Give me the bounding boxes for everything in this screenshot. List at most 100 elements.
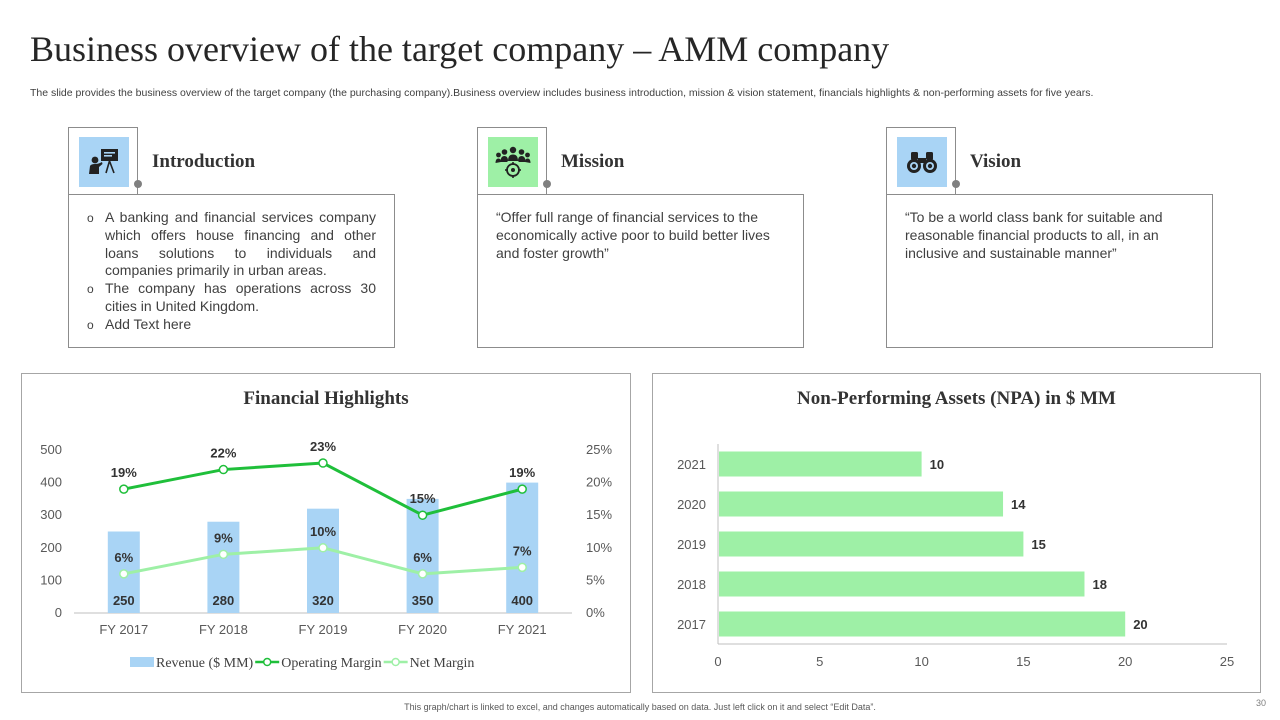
- y-tick-label: 200: [40, 540, 62, 555]
- y-tick-label: 2019: [677, 537, 706, 552]
- net-margin-label: 6%: [114, 550, 133, 565]
- y-tick-label: 2017: [677, 617, 706, 632]
- operating-margin-point: [417, 510, 428, 520]
- legend-label-operating-margin: Operating Margin: [281, 656, 381, 671]
- operating-margin-point: [318, 458, 328, 468]
- npa-bar: [719, 531, 1024, 557]
- y2-tick-label: 0%: [586, 605, 605, 620]
- team-target-icon: [488, 137, 538, 187]
- net-margin-point: [517, 562, 527, 573]
- net-margin-label: 9%: [214, 530, 233, 545]
- y-tick-label: 400: [40, 475, 62, 490]
- legend-swatch-revenue-mm: [130, 657, 154, 667]
- y-tick-label: 2018: [677, 577, 706, 592]
- net-margin-point: [417, 569, 428, 579]
- revenue-label: 400: [511, 593, 533, 608]
- net-margin-label: 7%: [513, 543, 532, 558]
- operating-margin-label: 15%: [410, 491, 436, 506]
- financial-highlights-panel: Financial Highlights 0 100 200 300 400 500 0% 5…: [21, 373, 631, 693]
- revenue-bar: [307, 508, 339, 613]
- operating-margin-point: [218, 464, 229, 475]
- operating-margin-line: [123, 461, 523, 517]
- npa-bar: [719, 571, 1085, 597]
- operating-margin-label: 19%: [111, 465, 137, 480]
- operating-margin-point: [517, 484, 527, 494]
- operating-margin-label: 23%: [310, 439, 336, 454]
- npa-bar: [719, 611, 1126, 637]
- vision-card: Vision “To be a world class bank for sui…: [886, 127, 1216, 349]
- y-tick-label: 500: [40, 442, 62, 457]
- revenue-label: 350: [412, 593, 434, 608]
- npa-panel: Non-Performing Assets (NPA) in $ MM 0 5 10…: [652, 373, 1261, 693]
- net-margin-point: [119, 569, 129, 579]
- operating-margin-label: 22%: [210, 446, 236, 461]
- x-tick-label: 25: [1220, 654, 1234, 669]
- introduction-heading: Introduction: [152, 151, 256, 172]
- npa-chart: 0 5 10 15 20 25 2021 10 2020 14 2019 15 2018 18 2017 20: [677, 444, 1234, 669]
- vision-heading: Vision: [970, 151, 1022, 172]
- footer-note: This graph/chart is linked to excel, and…: [404, 702, 876, 712]
- revenue-label: 280: [213, 593, 235, 608]
- x-tick-label: 15: [1016, 654, 1030, 669]
- financial-highlights-chart: 0 100 200 300 400 500 0% 5% 10% 15% 20% 25% FY 2017 F…: [40, 439, 612, 671]
- binoculars-icon: [897, 137, 947, 187]
- legend-label-revenue-mm: Revenue ($ MM): [156, 656, 254, 671]
- introduction-bullet: A banking and financial services company…: [87, 209, 376, 280]
- npa-value-label: 18: [1092, 577, 1106, 592]
- npa-value-label: 20: [1133, 617, 1147, 632]
- x-tick-label: 0: [714, 654, 721, 669]
- npa-bar: [719, 491, 1004, 517]
- y-tick-label: 100: [40, 572, 62, 587]
- x-tick-label: FY 2019: [299, 622, 348, 637]
- revenue-label: 250: [113, 593, 135, 608]
- revenue-bar: [506, 482, 539, 613]
- mission-heading: Mission: [561, 151, 625, 172]
- legend-marker-operating-margin: [262, 657, 272, 667]
- introduction-body: A banking and financial services company…: [68, 194, 395, 348]
- revenue-bar: [207, 521, 240, 613]
- introduction-bullet: The company has operations across 30 cit…: [87, 280, 376, 316]
- x-tick-label: 5: [816, 654, 823, 669]
- introduction-bullet: Add Text here: [87, 316, 376, 335]
- connector-dot: [134, 180, 142, 188]
- net-margin-point: [318, 543, 328, 553]
- y-tick-label: 0: [55, 605, 62, 620]
- y2-tick-label: 25%: [586, 442, 612, 457]
- x-tick-label: FY 2021: [498, 622, 547, 637]
- npa-bar: [719, 451, 922, 477]
- y-tick-label: 2020: [677, 497, 706, 512]
- x-tick-label: FY 2020: [398, 622, 447, 637]
- y2-tick-label: 15%: [586, 507, 612, 522]
- connector-dot: [543, 180, 551, 188]
- npa-value-label: 15: [1031, 537, 1045, 552]
- y-tick-label: 300: [40, 507, 62, 522]
- net-margin-label: 6%: [413, 550, 432, 565]
- mission-card: Mission “Offer full range of financial s…: [477, 127, 807, 349]
- operating-margin-point: [119, 484, 129, 494]
- npa-value-label: 14: [1011, 497, 1026, 512]
- mission-body: “Offer full range of financial services …: [477, 194, 804, 348]
- x-tick-label: 20: [1118, 654, 1132, 669]
- presentation-icon: [79, 137, 129, 187]
- page-subtitle: The slide provides the business overview…: [30, 87, 1094, 99]
- npa-value-label: 10: [930, 457, 944, 472]
- npa-title: Non-Performing Assets (NPA) in $ MM: [797, 388, 1116, 409]
- page-number: 30: [1255, 698, 1266, 708]
- y-tick-label: 2021: [677, 457, 706, 472]
- x-tick-label: FY 2017: [99, 622, 148, 637]
- legend-marker-net-margin: [391, 657, 400, 667]
- x-tick-label: FY 2018: [199, 622, 248, 637]
- introduction-card: Introduction A banking and financial ser…: [68, 127, 398, 349]
- y2-tick-label: 10%: [586, 540, 612, 555]
- revenue-label: 320: [312, 593, 334, 608]
- net-margin-point: [218, 549, 229, 560]
- y2-tick-label: 5%: [586, 572, 605, 587]
- x-tick-label: 10: [914, 654, 928, 669]
- legend-label-net-margin: Net Margin: [410, 656, 475, 671]
- y2-tick-label: 20%: [586, 475, 612, 490]
- vision-body: “To be a world class bank for suitable a…: [886, 194, 1213, 348]
- net-margin-label: 10%: [310, 524, 336, 539]
- connector-dot: [952, 180, 960, 188]
- financial-highlights-title: Financial Highlights: [243, 388, 409, 409]
- operating-margin-label: 19%: [509, 465, 535, 480]
